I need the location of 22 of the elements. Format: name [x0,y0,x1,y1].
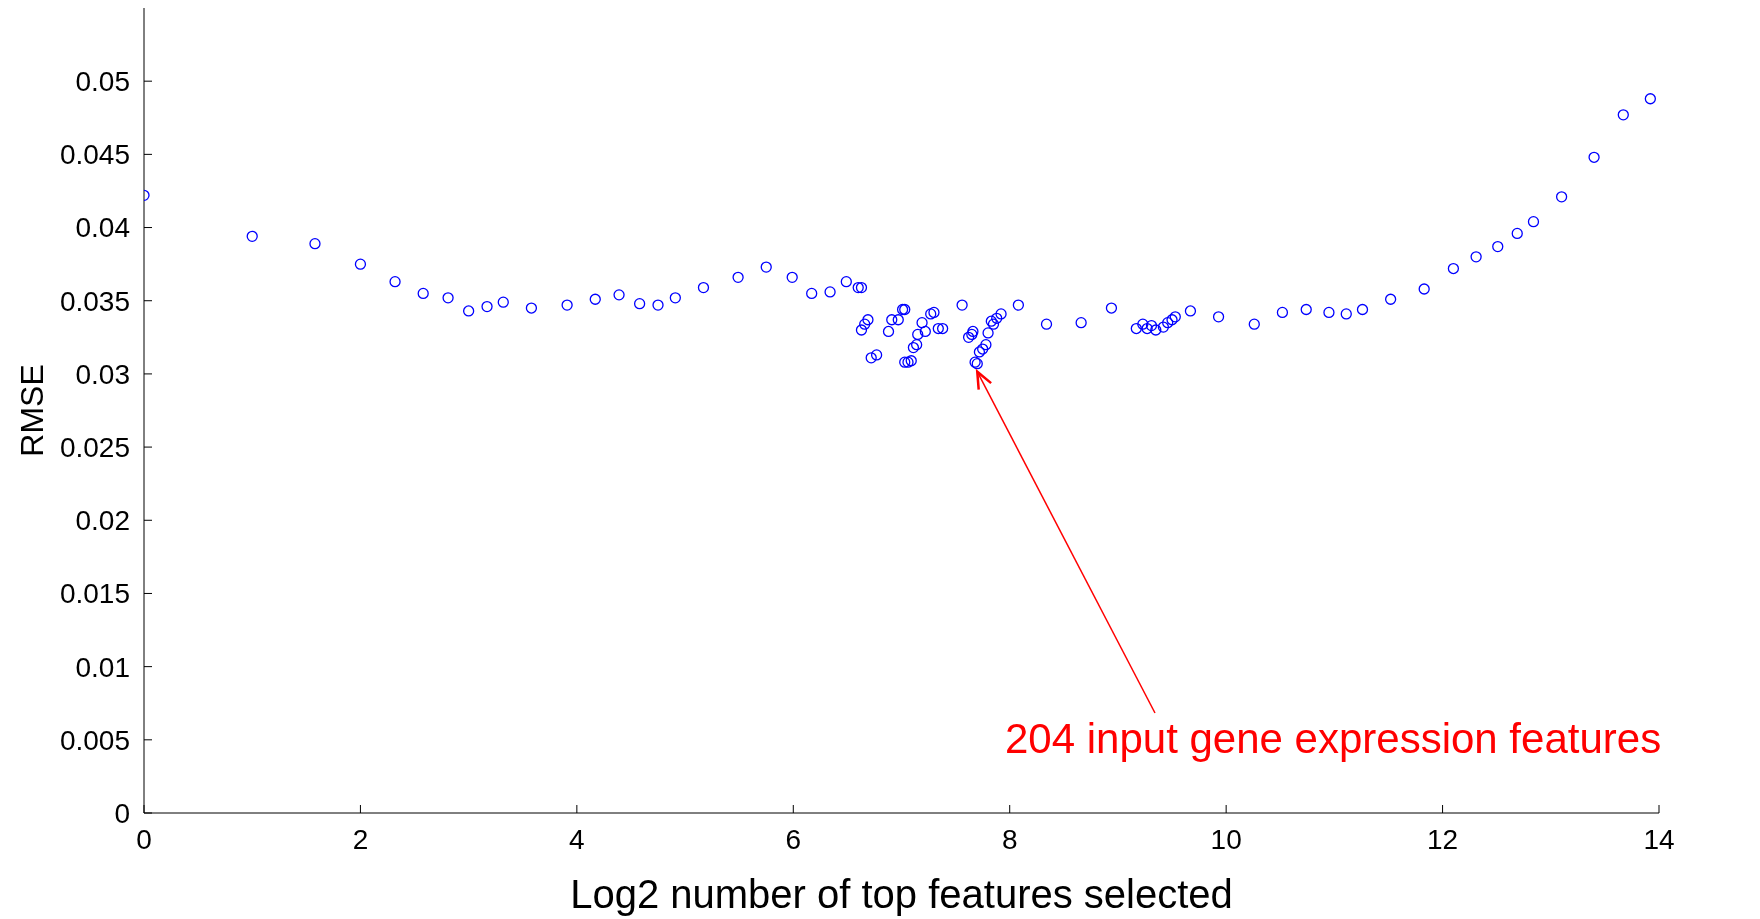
y-tick-label: 0.005 [59,724,130,756]
x-tick-label: 4 [569,823,585,855]
x-tick-label: 12 [1426,823,1459,855]
x-axis-title: Log2 number of top features selected [570,872,1233,916]
y-tick-label: 0.015 [59,578,130,610]
y-tick-label: 0.025 [59,432,130,464]
y-tick-label: 0.03 [75,358,130,390]
x-tick-label: 10 [1210,823,1242,855]
y-tick-label: 0.05 [75,66,130,98]
x-tick-label: 0 [136,823,152,855]
x-tick-label: 6 [785,823,802,855]
y-axis-title: RMSE [14,364,51,457]
x-tick-label: 14 [1643,823,1675,855]
x-tick-label: 2 [352,823,369,855]
y-tick-label: 0.035 [59,285,130,317]
annotation: 204 input gene expression features [1005,715,1662,762]
y-tick-label: 0.045 [59,139,130,171]
y-tick-label: 0.02 [75,505,130,537]
y-tick-label: 0 [114,797,130,829]
x-tick-label: 8 [1001,823,1018,855]
y-tick-label: 0.04 [75,212,130,244]
y-tick-label: 0.01 [75,651,130,683]
